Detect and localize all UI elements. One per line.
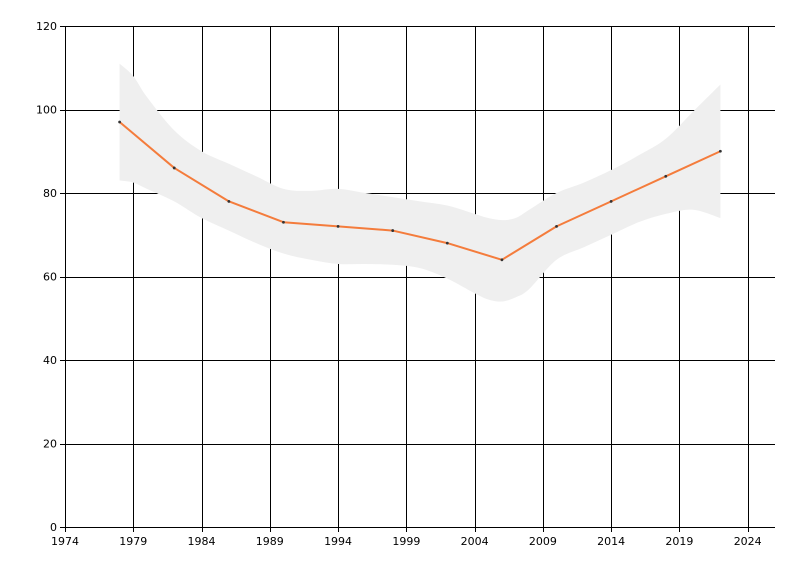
x-tick-label: 2024 [734, 535, 762, 548]
y-tick-label: 100 [36, 104, 57, 117]
y-tick-label: 80 [43, 187, 57, 200]
x-tick-label: 1999 [392, 535, 420, 548]
data-point [664, 174, 668, 178]
data-point [718, 149, 722, 153]
grid-lines [65, 26, 775, 527]
confidence-band [119, 63, 721, 302]
x-tick-label: 1979 [119, 535, 147, 548]
series-group [118, 120, 722, 262]
data-point [391, 229, 395, 232]
data-point [445, 241, 449, 245]
tick-labels: 1974 1979 1984 1989 1994 1999 2004 2009 2014 2019… [36, 20, 762, 548]
data-point [500, 258, 504, 262]
axes [60, 26, 775, 532]
y-tick-label: 20 [43, 438, 57, 451]
data-point [227, 199, 231, 203]
x-tick-label: 1974 [51, 535, 79, 548]
x-tick-label: 2014 [597, 535, 625, 548]
y-tick-label: 120 [36, 20, 57, 33]
x-tick-label: 2004 [461, 535, 489, 548]
series-line [118, 121, 721, 261]
y-tick-label: 60 [43, 271, 57, 284]
x-tick-label: 1989 [256, 535, 284, 548]
data-point [172, 166, 176, 170]
data-point [555, 225, 558, 228]
x-tick-label: 1984 [188, 535, 216, 548]
data-point [336, 225, 340, 228]
x-tick-label: 2009 [529, 535, 557, 548]
data-point [282, 220, 285, 224]
y-tick-label: 40 [43, 354, 57, 367]
y-tick-label: 0 [50, 521, 57, 534]
x-tick-label: 2019 [665, 535, 693, 548]
x-tick-label: 1994 [324, 535, 352, 548]
confidence-band-group [119, 63, 721, 302]
data-point [118, 120, 122, 124]
data-point [609, 199, 613, 203]
